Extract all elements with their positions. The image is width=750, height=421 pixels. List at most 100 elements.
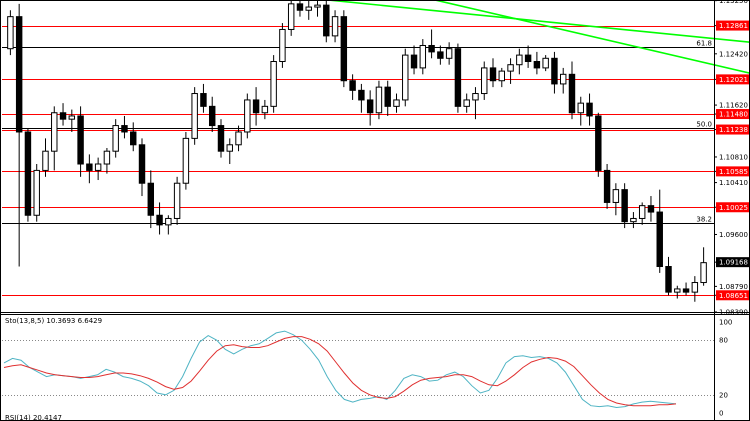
axis-tick-label-0: 1.13250 [719, 0, 748, 5]
candle-10 [94, 157, 102, 181]
candle-body [533, 61, 541, 69]
candle-11 [103, 147, 111, 174]
candle-body [489, 67, 497, 82]
candle-68 [603, 164, 611, 209]
candle-body [463, 99, 470, 107]
candle-12 [112, 119, 119, 158]
candle-body [7, 16, 14, 50]
level-tag-label-4: 1.10585 [719, 168, 748, 176]
candle-57 [507, 58, 514, 84]
candle-body [77, 115, 84, 165]
candle-body [393, 99, 400, 107]
candle-body [454, 48, 462, 107]
candle-58 [516, 48, 523, 75]
candle-body [24, 131, 32, 216]
candle-27 [244, 93, 251, 139]
candle-71 [630, 212, 637, 229]
level-tag-label-5: 1.10025 [719, 204, 748, 212]
candle-body [524, 54, 532, 63]
candle-body [112, 125, 119, 152]
axis-tick-label-4: 1.11620 [719, 102, 748, 110]
candle-body [130, 131, 137, 146]
candle-body [665, 266, 672, 293]
candle-body [358, 89, 365, 101]
candle-body [349, 80, 356, 91]
candle-19 [173, 176, 181, 225]
price-axis: 1.13250 1.12861 1.12420 1.12021 1.116201.114… [714, 0, 750, 421]
candle-16 [147, 170, 155, 229]
candle-54 [481, 61, 488, 100]
candle-body [682, 288, 690, 293]
candle-body [568, 73, 576, 114]
candle-56 [498, 67, 506, 88]
candle-body [366, 99, 374, 114]
candle-body [516, 54, 523, 66]
level-tag-label-1: 1.12021 [719, 76, 748, 84]
candle-body [270, 61, 277, 107]
candle-9 [86, 154, 93, 184]
candle-body [586, 102, 593, 117]
candle-65 [577, 96, 584, 126]
candle-48 [428, 29, 435, 59]
trend-line-0 [320, 0, 750, 43]
candle-79 [700, 247, 707, 286]
candle-76 [674, 285, 681, 299]
candle-46 [410, 45, 418, 75]
candle-body [287, 3, 295, 30]
candle-47 [419, 39, 427, 75]
candle-body [419, 44, 427, 69]
candle-36 [323, 0, 330, 43]
candle-body [182, 137, 190, 184]
candle-15 [138, 138, 146, 197]
candle-25 [226, 138, 233, 165]
axis-tick-label-11: 1.09600 [719, 231, 748, 239]
candle-body [428, 44, 435, 53]
candle-78 [691, 276, 699, 302]
candle-body [481, 67, 488, 95]
candle-29 [261, 99, 269, 120]
candle-31 [279, 23, 286, 68]
candle-20 [182, 131, 190, 190]
candle-30 [270, 55, 277, 113]
candle-body [156, 214, 163, 226]
axis-tick-label-13: 1.08790 [719, 283, 748, 291]
candle-50 [445, 42, 453, 65]
candle-26 [235, 125, 242, 152]
candle-body [700, 262, 707, 284]
candle-body [472, 93, 479, 101]
candle-body [296, 3, 304, 11]
candle-body [595, 115, 602, 171]
candle-43 [384, 80, 391, 116]
candle-38 [340, 10, 348, 88]
candle-body [94, 163, 102, 171]
candle-body [603, 169, 611, 203]
candle-body [244, 99, 251, 133]
level-tag-label-6: 1.08651 [719, 292, 748, 300]
candle-body [612, 189, 620, 203]
candle-53 [472, 87, 479, 120]
candle-body [507, 64, 514, 72]
candle-body [542, 57, 549, 69]
level-tag-4 [716, 166, 750, 177]
candle-28 [252, 87, 260, 126]
level-tag-5 [716, 202, 750, 213]
candle-body [331, 16, 339, 37]
candle-37 [331, 10, 339, 43]
candle-61 [542, 55, 549, 72]
candle-body [621, 189, 628, 223]
fib-label-7: 61.8 [696, 40, 712, 48]
osc-tick-label-1: 80 [719, 337, 728, 345]
candle-body [252, 99, 260, 114]
candle-14 [130, 122, 137, 152]
candle-0 [7, 10, 14, 56]
axis-tick-label-2: 1.12420 [719, 50, 748, 58]
candle-22 [200, 83, 207, 113]
candle-body [165, 217, 172, 226]
fib-label-9: 38.2 [696, 216, 712, 224]
candle-body [279, 28, 286, 63]
candle-body [323, 4, 330, 37]
candle-body [656, 211, 663, 268]
oscillator-panel: 100 80 20 0 Sto(13,8,5) 10.3693 6.6429 RSI(14… [0, 312, 750, 421]
